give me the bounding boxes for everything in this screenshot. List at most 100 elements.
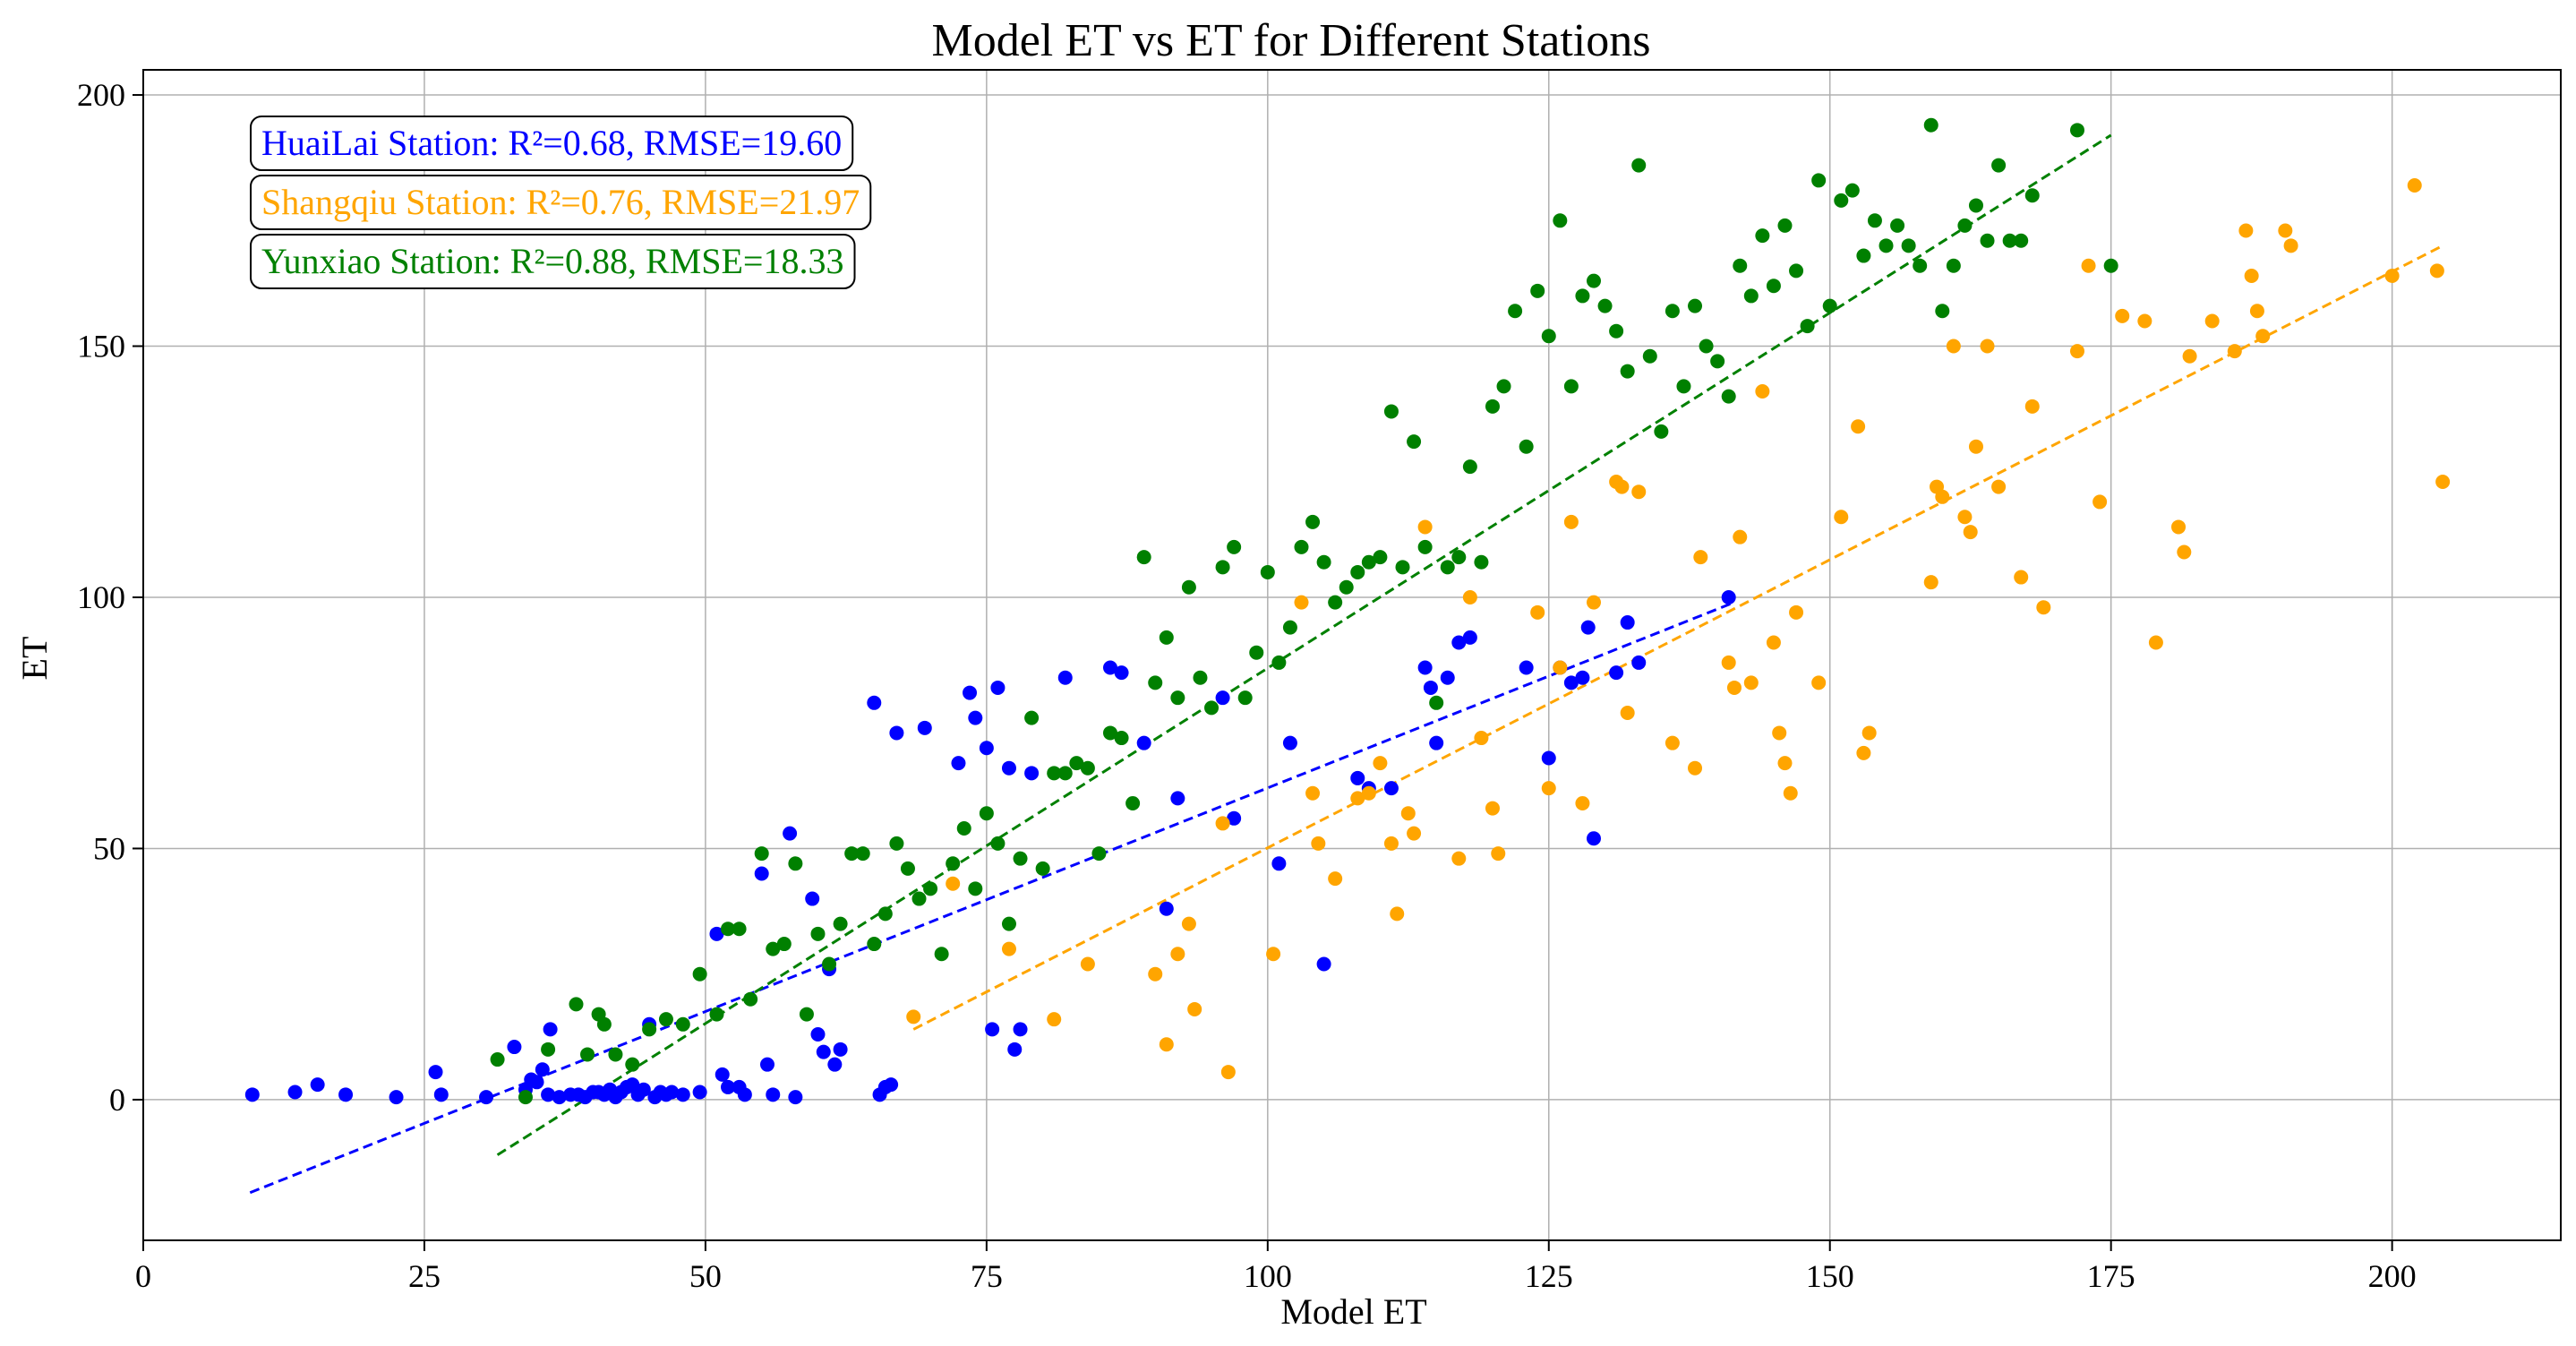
shangqiu-point <box>2283 238 2298 253</box>
yunxiao-point <box>1080 760 1095 776</box>
shangqiu-point <box>2255 329 2271 344</box>
yunxiao-point <box>1519 439 1534 454</box>
shangqiu-point <box>1187 1001 1202 1016</box>
yunxiao-point <box>1699 339 1714 354</box>
shangqiu-point <box>1789 604 1804 620</box>
huailai-point <box>715 1067 730 1082</box>
series-yunxiao <box>490 117 2118 1105</box>
yunxiao-point <box>1148 675 1163 690</box>
yunxiao-fit-line <box>496 133 2112 1156</box>
y-axis-label: ET <box>14 637 55 681</box>
shangqiu-point <box>1575 795 1590 810</box>
yunxiao-point <box>1282 620 1297 635</box>
shangqiu-point <box>2249 304 2264 319</box>
huailai-point <box>788 1090 803 1105</box>
yunxiao-point <box>1508 304 1523 319</box>
shangqiu-point <box>1530 604 1545 620</box>
yunxiao-point <box>1361 554 1376 570</box>
yunxiao-point <box>1159 630 1174 645</box>
huailai-point <box>867 695 882 710</box>
huailai-point <box>1519 660 1534 675</box>
yunxiao-point <box>844 846 860 862</box>
shangqiu-point <box>1968 439 1983 454</box>
shangqiu-point <box>1726 680 1742 695</box>
yunxiao-point <box>1181 579 1196 595</box>
huailai-point <box>1013 1022 1028 1037</box>
shangqiu-point <box>1620 706 1635 721</box>
yunxiao-point <box>867 937 882 952</box>
huailai-point <box>884 1077 899 1093</box>
shangqiu-point <box>1361 785 1376 801</box>
huailai-point <box>552 1090 567 1105</box>
yunxiao-point <box>1800 319 1815 334</box>
plot-area-frame <box>142 69 2562 1241</box>
huailai-point <box>1103 660 1117 675</box>
huailai-point <box>968 710 983 725</box>
shangqiu-point <box>2171 519 2187 535</box>
shangqiu-point <box>1935 489 1950 504</box>
y-tick-label: 50 <box>93 830 125 866</box>
shangqiu-point <box>2429 263 2444 279</box>
huailai-point <box>338 1087 354 1102</box>
shangqiu-point <box>1266 947 1281 962</box>
shangqiu-point <box>1400 806 1416 821</box>
huailai-point <box>1423 680 1438 695</box>
yunxiao-point <box>979 806 994 821</box>
huailai-point <box>754 866 769 881</box>
yunxiao-point <box>1451 550 1467 565</box>
yunxiao-point <box>1631 158 1647 173</box>
fit-lines <box>249 133 2443 1195</box>
x-tick-label: 25 <box>408 1258 441 1294</box>
yunxiao-point <box>642 1022 657 1037</box>
yunxiao-point <box>1822 298 1837 313</box>
shangqiu-point <box>1856 745 1871 760</box>
huailai-point <box>1215 690 1230 706</box>
huailai-point <box>979 741 994 756</box>
x-tick-label: 150 <box>1806 1258 1854 1294</box>
y-tick-label: 200 <box>77 77 125 113</box>
yunxiao-point <box>1913 258 1928 273</box>
yunxiao-point <box>1856 248 1871 263</box>
shangqiu-point <box>1766 635 1781 650</box>
yunxiao-point <box>2103 258 2118 273</box>
yunxiao-point <box>1069 756 1084 771</box>
huailai-fit-line <box>249 601 1735 1195</box>
yunxiao-point <box>1530 283 1545 298</box>
shangqiu-point <box>1743 675 1759 690</box>
shangqiu-point <box>1811 675 1827 690</box>
yunxiao-point <box>1429 695 1444 710</box>
yunxiao-point <box>1294 539 1309 554</box>
huailai-point <box>507 1040 522 1055</box>
yunxiao-point <box>1642 348 1657 364</box>
huailai-point <box>1580 620 1596 635</box>
shangqiu-point <box>1783 785 1798 801</box>
shangqiu-point <box>1047 1012 1062 1027</box>
y-tick-label: 0 <box>109 1082 125 1118</box>
yunxiao-point <box>1271 655 1287 670</box>
yunxiao-point <box>1440 560 1455 575</box>
shangqiu-point <box>2024 399 2040 414</box>
shangqiu-point <box>2070 344 2084 359</box>
yunxiao-point <box>822 956 837 972</box>
huailai-point <box>1136 735 1151 750</box>
yunxiao-point <box>1721 389 1736 404</box>
x-tick-label: 50 <box>689 1258 722 1294</box>
yunxiao-point <box>1237 690 1253 706</box>
yunxiao-point <box>1013 851 1028 866</box>
yunxiao-point <box>1597 298 1613 313</box>
legend-text-shangqiu: Shangqiu Station: R²=0.76, RMSE=21.97 <box>261 182 860 222</box>
shangqiu-point <box>2081 258 2096 273</box>
huailai-point <box>1159 901 1174 916</box>
huailai-point <box>1271 856 1287 871</box>
yunxiao-point <box>541 1042 556 1057</box>
yunxiao-point <box>1024 710 1040 725</box>
legend-box-shangqiu: Shangqiu Station: R²=0.76, RMSE=21.97 <box>250 175 872 230</box>
huailai-point <box>1541 750 1556 766</box>
yunxiao-point <box>1563 379 1579 394</box>
huailai-point <box>737 1087 752 1102</box>
shangqiu-point <box>2036 600 2051 615</box>
x-tick-label: 0 <box>135 1258 151 1294</box>
yunxiao-point <box>692 966 707 982</box>
yunxiao-point <box>788 856 803 871</box>
shangqiu-point <box>1215 816 1230 831</box>
